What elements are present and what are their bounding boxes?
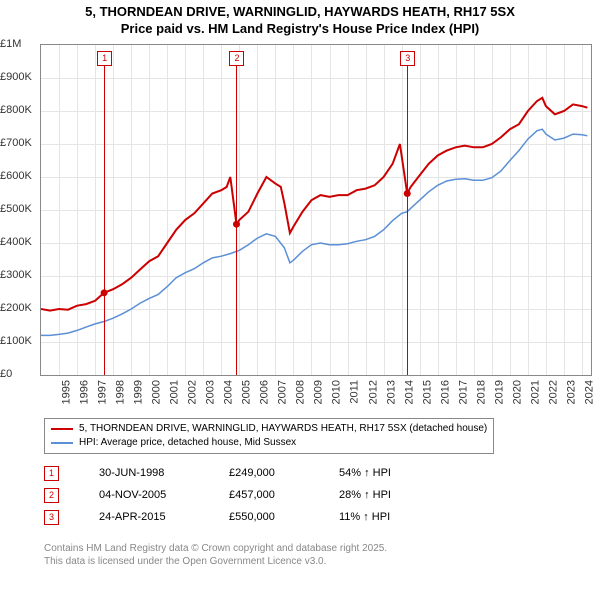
marker-line	[407, 51, 408, 375]
footer-line1: Contains HM Land Registry data © Crown c…	[44, 542, 387, 555]
chart-container: 5, THORNDEAN DRIVE, WARNINGLID, HAYWARDS…	[0, 0, 600, 590]
x-tick-label: 2021	[529, 380, 541, 404]
marker-box: 1	[97, 51, 112, 66]
legend-label: HPI: Average price, detached house, Mid …	[79, 436, 296, 450]
footer-line2: This data is licensed under the Open Gov…	[44, 555, 387, 568]
x-tick-label: 1998	[115, 380, 127, 404]
x-tick-label: 1996	[79, 380, 91, 404]
x-tick-label: 2019	[493, 380, 505, 404]
sales-date: 24-APR-2015	[99, 511, 229, 523]
x-tick-label: 2006	[259, 380, 271, 404]
chart-title: 5, THORNDEAN DRIVE, WARNINGLID, HAYWARDS…	[0, 0, 600, 38]
x-tick-label: 2001	[169, 380, 181, 404]
x-tick-label: 2020	[511, 380, 523, 404]
title-line2: Price paid vs. HM Land Registry's House …	[0, 21, 600, 38]
x-tick-label: 2024	[583, 380, 595, 404]
x-tick-label: 2005	[241, 380, 253, 404]
x-tick-label: 2010	[331, 380, 343, 404]
y-tick-label: £100K	[0, 335, 36, 347]
y-tick-label: £600K	[0, 170, 36, 182]
y-tick-label: £1M	[0, 38, 36, 50]
marker-box: 3	[400, 51, 415, 66]
y-tick-label: £200K	[0, 302, 36, 314]
sales-marker: 3	[44, 510, 59, 525]
x-tick-label: 2002	[187, 380, 199, 404]
line-series	[41, 45, 591, 375]
y-tick-label: £400K	[0, 236, 36, 248]
x-tick-label: 2004	[223, 380, 235, 404]
series-price_paid	[41, 98, 587, 311]
x-tick-label: 2014	[403, 380, 415, 404]
sales-vs-hpi: 28% ↑ HPI	[339, 489, 449, 501]
y-tick-label: £500K	[0, 203, 36, 215]
sales-row: 1 30-JUN-1998£249,00054% ↑ HPI	[44, 462, 449, 484]
marker-box: 2	[229, 51, 244, 66]
x-tick-label: 2011	[348, 380, 360, 404]
x-tick-label: 1999	[133, 380, 145, 404]
legend-swatch	[51, 442, 73, 444]
sales-row: 3 24-APR-2015£550,00011% ↑ HPI	[44, 506, 449, 528]
footer-note: Contains HM Land Registry data © Crown c…	[44, 542, 387, 568]
marker-line	[236, 51, 237, 375]
sales-date: 04-NOV-2005	[99, 489, 229, 501]
series-hpi	[41, 129, 587, 335]
sales-marker: 1	[44, 466, 59, 481]
legend-label: 5, THORNDEAN DRIVE, WARNINGLID, HAYWARDS…	[79, 422, 487, 436]
y-tick-label: £700K	[0, 137, 36, 149]
x-tick-label: 2015	[421, 380, 433, 404]
sales-vs-hpi: 54% ↑ HPI	[339, 467, 449, 479]
legend-item: 5, THORNDEAN DRIVE, WARNINGLID, HAYWARDS…	[51, 422, 487, 436]
x-tick-label: 2008	[295, 380, 307, 404]
y-tick-label: £0	[0, 368, 36, 380]
y-tick-label: £300K	[0, 269, 36, 281]
sales-row: 2 04-NOV-2005£457,00028% ↑ HPI	[44, 484, 449, 506]
sales-date: 30-JUN-1998	[99, 467, 229, 479]
sales-vs-hpi: 11% ↑ HPI	[339, 511, 449, 523]
x-tick-label: 2017	[457, 380, 469, 404]
x-tick-label: 2003	[205, 380, 217, 404]
x-tick-label: 2023	[565, 380, 577, 404]
legend-swatch	[51, 428, 73, 430]
x-tick-label: 2022	[547, 380, 559, 404]
sales-table: 1 30-JUN-1998£249,00054% ↑ HPI 2 04-NOV-200…	[44, 462, 449, 528]
marker-line	[104, 51, 105, 375]
sales-price: £457,000	[229, 489, 339, 501]
y-tick-label: £800K	[0, 104, 36, 116]
x-tick-label: 2012	[367, 380, 379, 404]
title-line1: 5, THORNDEAN DRIVE, WARNINGLID, HAYWARDS…	[0, 4, 600, 21]
sales-price: £249,000	[229, 467, 339, 479]
x-tick-label: 2013	[385, 380, 397, 404]
x-tick-label: 2007	[277, 380, 289, 404]
legend-item: HPI: Average price, detached house, Mid …	[51, 436, 487, 450]
x-tick-label: 2018	[475, 380, 487, 404]
x-tick-label: 2009	[313, 380, 325, 404]
legend: 5, THORNDEAN DRIVE, WARNINGLID, HAYWARDS…	[44, 418, 494, 454]
plot-area: 1 2 3	[40, 44, 592, 376]
x-tick-label: 1997	[97, 380, 109, 404]
sales-marker: 2	[44, 488, 59, 503]
sales-price: £550,000	[229, 511, 339, 523]
x-tick-label: 2000	[151, 380, 163, 404]
x-tick-label: 2016	[439, 380, 451, 404]
x-tick-label: 1995	[60, 380, 72, 404]
y-tick-label: £900K	[0, 71, 36, 83]
